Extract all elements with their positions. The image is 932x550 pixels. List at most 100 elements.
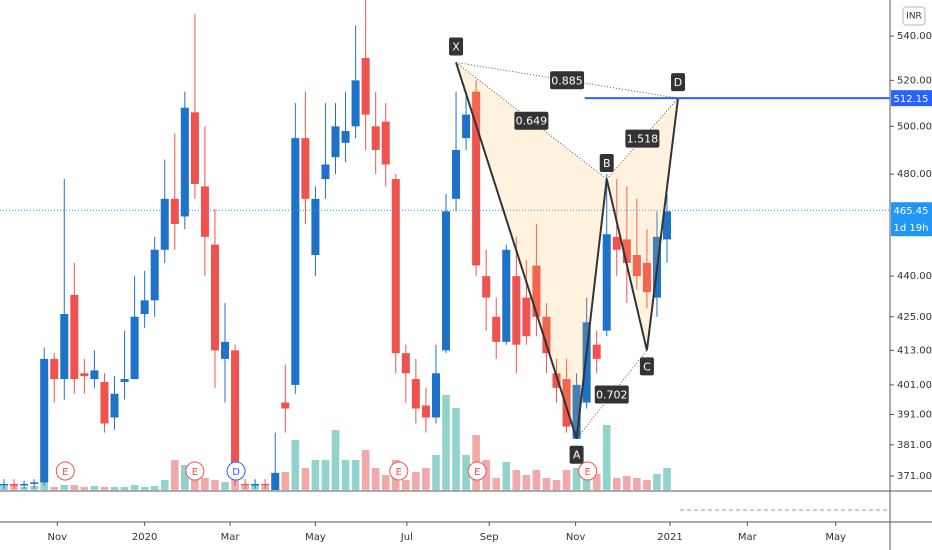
event-marker[interactable]: D	[226, 461, 246, 481]
y-tick-label: 413.00	[897, 345, 932, 356]
candle-body	[341, 131, 350, 143]
point-label: C	[643, 360, 651, 373]
volume-bar	[40, 482, 49, 490]
event-label: E	[584, 467, 590, 478]
ratio-label: 0.702	[596, 389, 628, 402]
candle-body	[130, 316, 139, 380]
candle-body	[231, 350, 240, 477]
y-tick-label: 520.00	[897, 75, 932, 86]
candle-body	[40, 358, 49, 483]
volume-bar	[331, 430, 340, 490]
volume-bar	[170, 460, 179, 490]
x-tick-label: Jul	[400, 532, 413, 543]
volume-bar	[361, 450, 370, 490]
candle-body	[502, 249, 511, 342]
candle-body	[251, 483, 260, 486]
x-tick-label: Mar	[738, 532, 758, 543]
candle-body	[80, 373, 89, 377]
point-box	[449, 37, 464, 56]
candle-body	[321, 164, 330, 180]
x-tick-label: Nov	[47, 532, 67, 543]
candle-body	[522, 297, 531, 337]
y-tick-label: 500.00	[897, 121, 932, 132]
candle-body	[431, 373, 440, 418]
level-label-box	[891, 90, 932, 107]
volume-bar	[201, 478, 209, 490]
last-price-box	[891, 202, 932, 237]
volume-bar	[623, 476, 631, 490]
event-circle	[185, 461, 205, 481]
candle-body	[241, 483, 250, 486]
point-box	[599, 154, 614, 173]
volume-bar	[582, 478, 591, 490]
volume-bar	[663, 468, 671, 490]
volume-bar	[50, 487, 59, 490]
candle-body	[542, 316, 551, 354]
plot-area	[0, 0, 890, 490]
candle-body	[140, 300, 149, 315]
event-marker[interactable]: E	[578, 461, 598, 481]
volume-bar	[90, 486, 99, 490]
y-tick-label: 540.00	[897, 31, 932, 42]
candle-body	[351, 80, 360, 127]
ratio-box	[594, 385, 629, 404]
candle-body	[472, 91, 481, 266]
volume-bar	[633, 478, 641, 490]
candle-body	[210, 244, 219, 351]
currency-badge[interactable]	[902, 6, 926, 26]
event-marker[interactable]: E	[467, 461, 487, 481]
ratio-box	[625, 129, 660, 148]
volume-bar	[181, 465, 189, 490]
candle-body	[180, 107, 189, 217]
candle-body	[20, 483, 29, 486]
candle-body	[281, 402, 290, 409]
volume-bar	[130, 485, 139, 490]
candle-body	[70, 294, 79, 380]
volume-bar	[120, 487, 129, 490]
candle-body	[482, 276, 491, 298]
volume-bar	[532, 470, 541, 490]
candle-body	[271, 472, 280, 490]
volume-bar	[452, 408, 460, 490]
candle-body	[391, 179, 400, 354]
event-marker[interactable]: E	[55, 461, 75, 481]
candle-body	[0, 483, 9, 486]
candle-body	[592, 344, 601, 359]
volume-bar	[381, 475, 390, 490]
event-marker[interactable]: E	[389, 461, 409, 481]
volume-bar	[512, 470, 521, 490]
volume-bar	[462, 455, 470, 490]
volume-bar	[160, 480, 169, 490]
volume-bar	[482, 460, 491, 490]
candle-body	[562, 379, 571, 427]
ratio-label: 0.649	[516, 115, 548, 128]
event-label: E	[474, 467, 480, 478]
volume-bar	[70, 485, 79, 490]
candle-body	[371, 126, 380, 150]
candle-body	[632, 255, 641, 277]
candle-body	[642, 262, 651, 293]
candle-body	[622, 239, 631, 263]
ratio-box	[550, 71, 585, 90]
candle-body	[411, 379, 420, 409]
event-circle	[55, 461, 75, 481]
volume-bar	[492, 478, 501, 490]
event-marker[interactable]: E	[185, 461, 205, 481]
candle-body	[582, 322, 591, 403]
candle-body	[220, 341, 230, 359]
candle-body	[492, 316, 501, 342]
candle-body	[301, 138, 310, 199]
event-label: D	[232, 467, 240, 478]
volume-bar	[291, 440, 300, 490]
volume-bar	[60, 485, 69, 490]
point-label: X	[452, 40, 460, 53]
y-tick-label: 425.00	[897, 312, 932, 323]
volume-bar	[552, 480, 561, 490]
volume-bar	[542, 478, 551, 490]
candle-body	[10, 483, 19, 486]
volume-bar	[311, 460, 320, 490]
candle-body	[452, 149, 461, 199]
candle-body	[361, 58, 370, 115]
point-box	[639, 357, 654, 376]
